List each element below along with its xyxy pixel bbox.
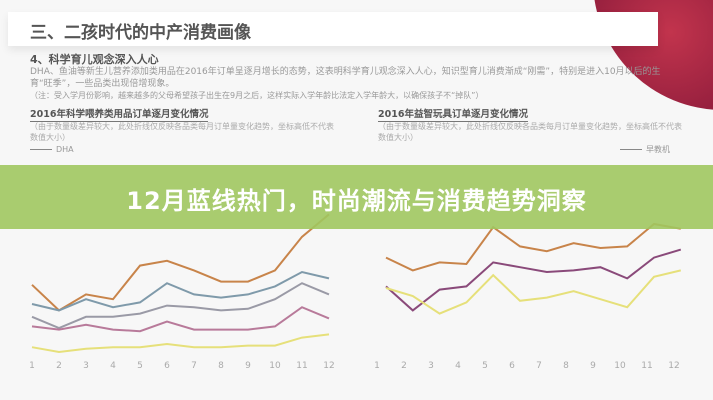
section-paragraph: DHA、鱼油等新生儿营养添加类用品在2016年订单呈逐月增长的态势，这表明科学育… [30,67,661,89]
section-heading: 4、科学育儿观念深入人心 [30,53,159,66]
chart1-x-tick: 2 [401,361,407,371]
chart0-x-tick: 6 [164,361,170,371]
chart0-x-tick: 12 [323,361,334,371]
chart1-x-tick: 10 [614,361,626,371]
chart1-x-tick: 4 [455,361,461,371]
legend-right: 早教机 [620,145,670,155]
chart-subtitle-right: （由于数量级差异较大，此处折线仅反映各品类每月订单量变化趋势，坐标高低不代表数值… [378,122,682,142]
chart1-x-tick: 11 [641,361,652,371]
chart0-series-3-line [31,306,330,333]
chart0-x-tick: 11 [296,361,307,371]
section-note: （注：受入学月份影响，越来越多的父母希望孩子出生在9月之后，这样实际入学年龄比法… [30,91,484,100]
chart0-x-tick: 8 [218,361,224,371]
chart-subtitle-left: （由于数量级差异较大，此处折线仅反映各品类每月订单量变化趋势，坐标高低不代表数值… [30,122,334,142]
chart0-x-tick: 7 [191,361,197,371]
chart1-x-tick: 12 [668,361,679,371]
chart0-x-tick: 4 [110,361,116,371]
chart0-series-2-line [31,282,330,330]
chart0-x-tick: 10 [269,361,281,371]
chart1-series-2-line [385,269,682,315]
chart1-x-tick: 3 [428,361,434,371]
title-bar: 三、二孩时代的中产消费画像 [8,12,658,46]
chart0-series-4-line [31,333,330,354]
chart1-x-tick: 5 [482,361,488,371]
chart1-x-tick: 6 [509,361,515,371]
chart-title-right: 2016年益智玩具订单逐月变化情况 [378,106,528,122]
banner-title: 12月蓝线热门，时尚潮流与消费趋势洞察 [126,187,587,215]
chart0-x-tick: 2 [56,361,62,371]
page-title: 三、二孩时代的中产消费画像 [30,23,251,43]
chart1-x-tick: 9 [590,361,596,371]
chart0-x-tick: 5 [137,361,143,371]
chart1-series-0-line [385,222,681,272]
chart0-x-tick: 1 [29,361,35,371]
chart1-x-tick: 1 [374,361,380,371]
title-banner: 12月蓝线热门，时尚潮流与消费趋势洞察 [0,165,713,229]
chart1-x-tick: 8 [563,361,569,371]
chart0-x-tick: 3 [83,361,89,371]
chart0-x-tick: 9 [245,361,251,371]
chart0-series-0-line [31,213,330,312]
chart1-x-tick: 7 [536,361,542,371]
chart-title-left: 2016年科学喂养类用品订单逐月变化情况 [30,106,209,122]
chart1-series-1-line [385,248,682,312]
legend-left: DHA [30,145,74,155]
chart0-series-1-line [31,270,330,312]
